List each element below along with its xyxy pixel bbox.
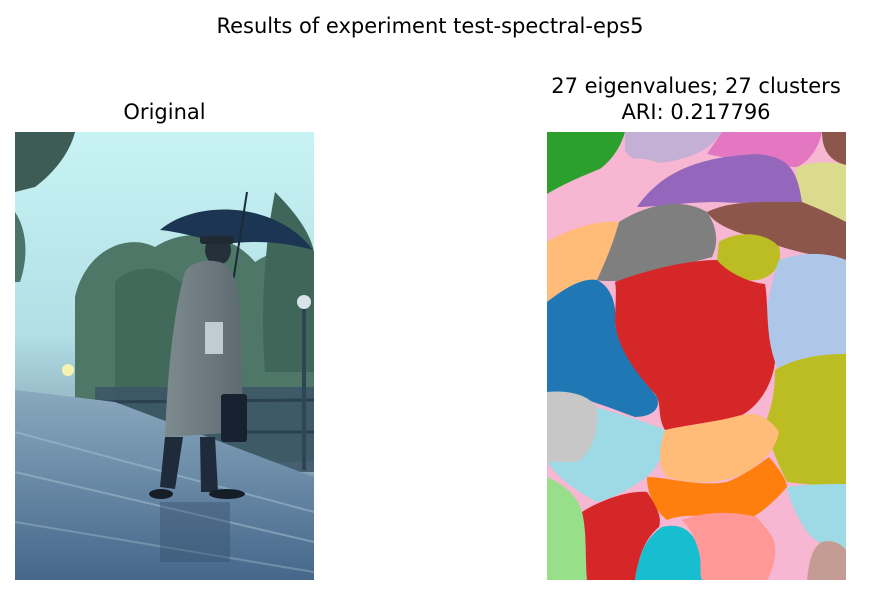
cluster-region xyxy=(647,457,787,522)
cluster-region xyxy=(757,517,810,580)
cluster-region xyxy=(547,279,658,417)
original-image xyxy=(15,132,314,580)
cluster-region xyxy=(682,512,776,580)
clusters-panel-title: 27 eigenvalues; 27 clusters ARI: 0.21779… xyxy=(496,73,883,125)
cluster-region xyxy=(635,525,702,580)
cluster-region xyxy=(765,253,846,370)
cluster-region xyxy=(637,154,802,207)
cluster-region xyxy=(547,221,619,302)
cluster-region xyxy=(765,354,846,486)
cluster-region xyxy=(615,260,775,430)
cluster-region xyxy=(547,391,598,462)
cluster-region xyxy=(660,414,779,483)
figure-suptitle: Results of experiment test-spectral-eps5 xyxy=(216,14,644,38)
cluster-region xyxy=(717,234,781,281)
cluster-region xyxy=(547,132,625,194)
segmentation-map-graphic xyxy=(547,132,846,580)
cluster-region xyxy=(787,484,846,550)
cluster-region xyxy=(547,477,587,580)
cluster-region xyxy=(582,491,660,580)
cluster-region xyxy=(822,132,846,165)
ari-title-line2: ARI: 0.217796 xyxy=(621,100,771,124)
cluster-region xyxy=(597,203,717,282)
cluster-region xyxy=(547,407,666,502)
cluster-region xyxy=(796,162,846,222)
cluster-segmentation-image xyxy=(547,132,846,580)
cluster-region xyxy=(547,158,667,242)
cluster-region xyxy=(707,201,846,260)
original-panel-title: Original xyxy=(123,100,206,124)
original-photo-graphic xyxy=(15,132,314,580)
clusters-title-line1: 27 eigenvalues; 27 clusters xyxy=(551,74,841,98)
cluster-region xyxy=(807,541,846,580)
cluster-region xyxy=(625,132,722,163)
